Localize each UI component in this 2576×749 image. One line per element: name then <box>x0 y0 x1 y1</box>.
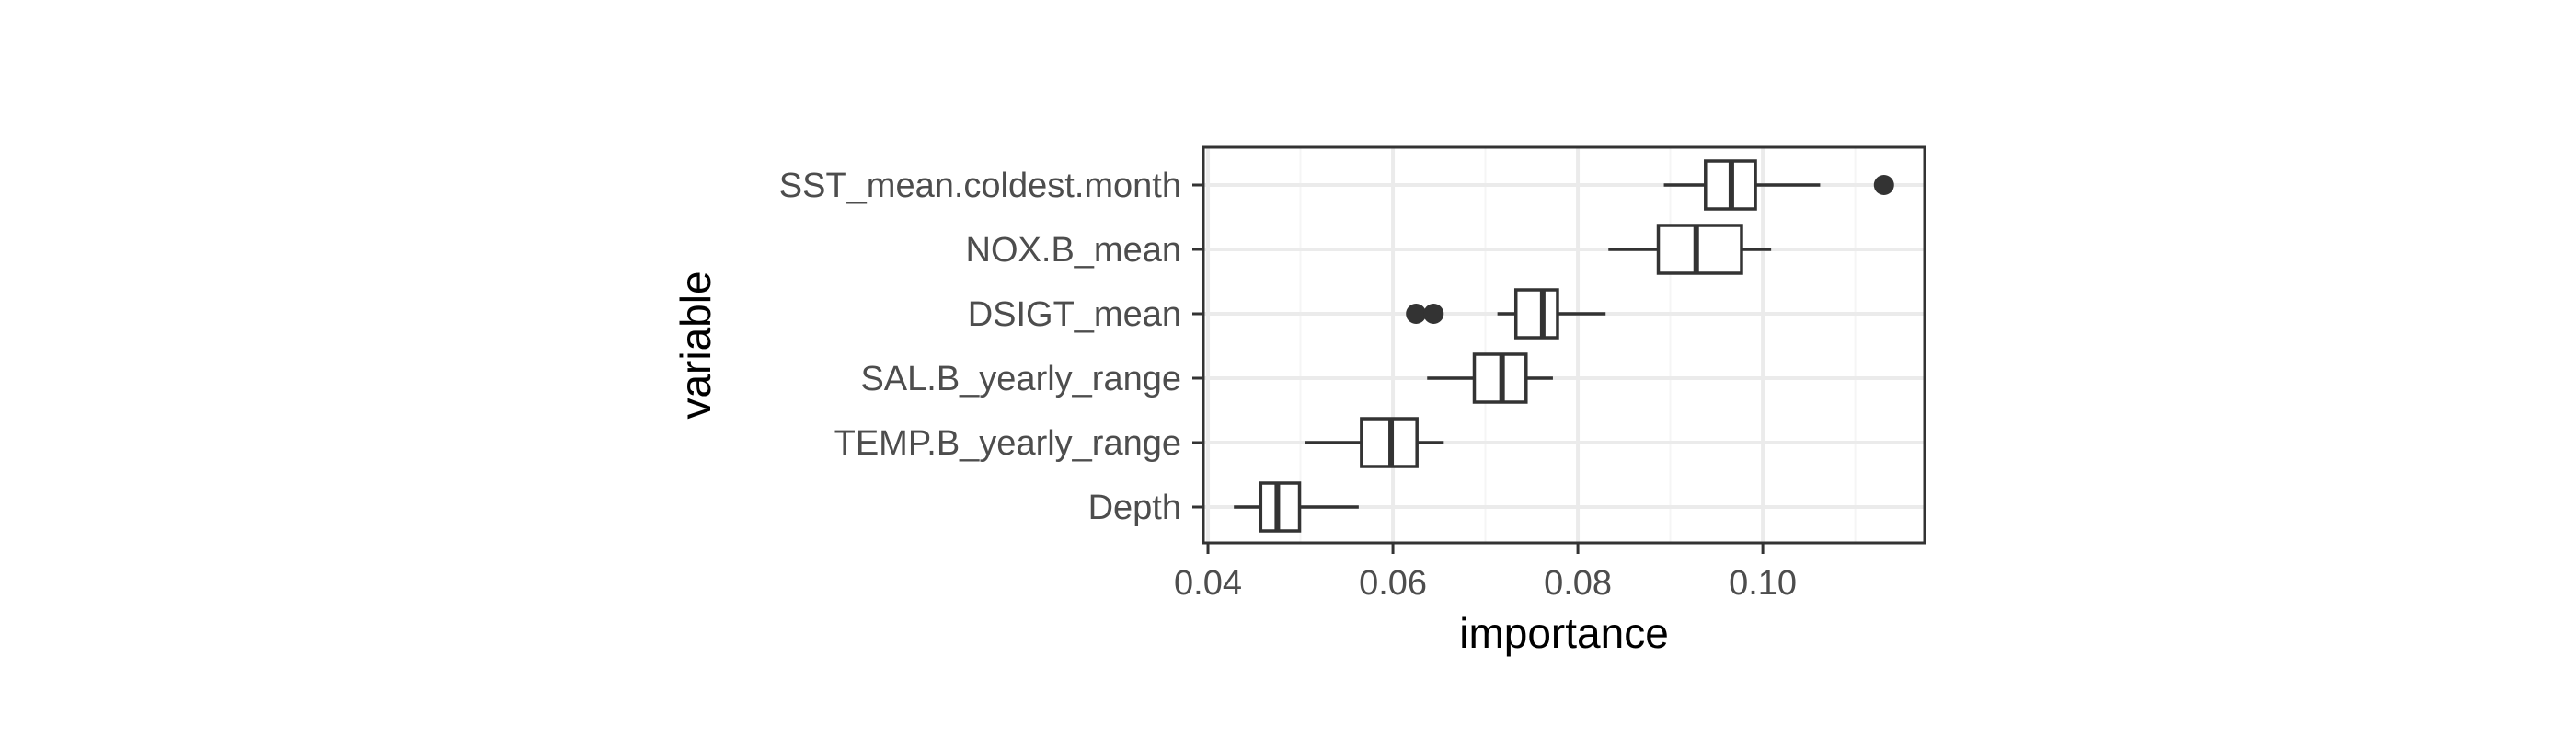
y-axis-title: variable <box>672 271 719 419</box>
box-Depth <box>1234 481 1359 533</box>
panel-border <box>1202 145 1926 545</box>
y-tick-label: TEMP.B_yearly_range <box>834 424 1181 463</box>
boxes-layer <box>1234 159 1894 533</box>
x-axis-title: importance <box>1459 609 1669 657</box>
box-SST_mean.coldest.month <box>1663 159 1894 211</box>
x-tick-label: 0.08 <box>1544 564 1612 603</box>
x-tick-label: 0.10 <box>1729 564 1797 603</box>
outlier-point <box>1873 175 1894 195</box>
axes-layer: 0.04 0.06 0.08 0.10 SST_mean.coldest.month NO… <box>779 167 1797 603</box>
y-tick-label: Depth <box>1088 489 1181 527</box>
y-tick-label: SAL.B_yearly_range <box>860 360 1181 398</box>
box-iqr <box>1513 288 1559 340</box>
box-iqr <box>1656 224 1743 275</box>
x-tick-label: 0.06 <box>1359 564 1427 603</box>
box-NOX.B_mean <box>1608 224 1772 275</box>
box-DSIGT_mean <box>1406 288 1606 340</box>
box-SAL.B_yearly_range <box>1427 352 1553 404</box>
y-tick-label: NOX.B_mean <box>966 231 1181 270</box>
y-tick-label: SST_mean.coldest.month <box>779 167 1181 205</box>
x-tick-label: 0.04 <box>1174 564 1242 603</box>
box-TEMP.B_yearly_range <box>1305 417 1444 468</box>
box-iqr <box>1259 481 1302 533</box>
grid-lines <box>1203 147 1925 543</box>
y-tick-label: DSIGT_mean <box>968 295 1181 334</box>
outlier-point <box>1423 304 1444 324</box>
outlier-point <box>1406 304 1427 324</box>
